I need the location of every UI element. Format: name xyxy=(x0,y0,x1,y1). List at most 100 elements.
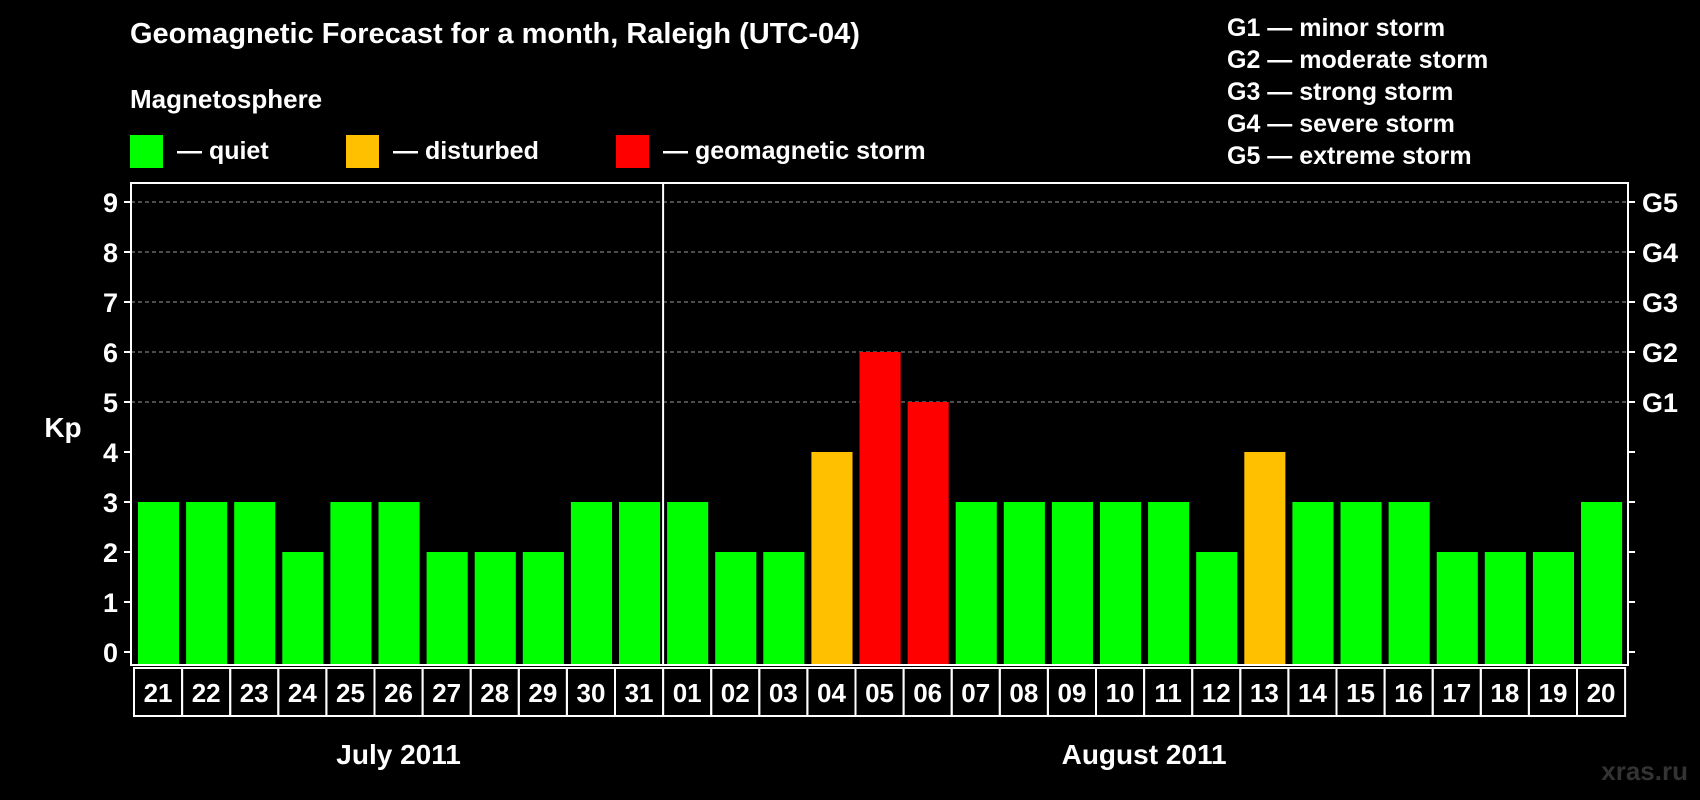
legend-item-quiet: — quiet xyxy=(130,134,269,168)
y-tick-label-4: 4 xyxy=(103,438,118,468)
x-tick-label-27: 27 xyxy=(432,678,461,708)
bar-28 xyxy=(474,552,516,664)
bar-02 xyxy=(715,552,757,664)
x-tick-label-08: 08 xyxy=(1009,678,1038,708)
y-axis-label: Kp xyxy=(44,412,81,443)
x-tick-label-07: 07 xyxy=(961,678,990,708)
storm-scale-g5: G5 — extreme storm xyxy=(1227,142,1472,170)
x-tick-label-26: 26 xyxy=(384,678,413,708)
legend-item-storm: — geomagnetic storm xyxy=(616,134,926,168)
right-tick-label-G1: G1 xyxy=(1642,388,1678,418)
bar-26 xyxy=(378,502,420,664)
chart-subtitle: Magnetosphere xyxy=(130,84,323,114)
right-tick-label-G3: G3 xyxy=(1642,288,1678,318)
right-tick-label-G5: G5 xyxy=(1642,188,1678,218)
bar-25 xyxy=(330,502,372,664)
y-tick-label-3: 3 xyxy=(103,488,118,518)
y-tick-label-6: 6 xyxy=(103,338,118,368)
legend-label-storm: — geomagnetic storm xyxy=(663,136,926,165)
bar-12 xyxy=(1196,552,1238,664)
x-tick-label-23: 23 xyxy=(240,678,269,708)
legend-swatch-disturbed xyxy=(346,134,379,168)
bar-03 xyxy=(763,552,805,664)
y-tick-label-2: 2 xyxy=(103,538,118,568)
bar-07 xyxy=(955,502,997,664)
x-tick-label-31: 31 xyxy=(625,678,654,708)
plot-frame xyxy=(130,182,1629,666)
bar-22 xyxy=(186,502,228,664)
x-cell-20 xyxy=(1576,667,1627,717)
bar-06 xyxy=(907,402,949,664)
bar-18 xyxy=(1484,552,1526,664)
x-tick-label-03: 03 xyxy=(769,678,798,708)
bar-14 xyxy=(1292,502,1334,664)
bar-08 xyxy=(1003,502,1045,664)
bar-24 xyxy=(282,552,324,664)
x-tick-label-04: 04 xyxy=(817,678,846,708)
legend-label-disturbed: — disturbed xyxy=(393,136,539,165)
x-tick-label-28: 28 xyxy=(480,678,509,708)
bar-29 xyxy=(522,552,564,664)
bar-13 xyxy=(1244,452,1286,664)
bar-16 xyxy=(1388,502,1430,664)
y-tick-label-5: 5 xyxy=(103,388,118,418)
x-tick-label-25: 25 xyxy=(336,678,365,708)
x-tick-label-16: 16 xyxy=(1394,678,1423,708)
x-tick-label-21: 21 xyxy=(144,678,173,708)
x-tick-label-11: 11 xyxy=(1154,678,1182,708)
chart-title: Geomagnetic Forecast for a month, Raleig… xyxy=(130,18,860,50)
storm-scale-g2: G2 — moderate storm xyxy=(1227,46,1489,74)
x-tick-label-10: 10 xyxy=(1106,678,1135,708)
bar-30 xyxy=(570,502,612,664)
x-tick-label-14: 14 xyxy=(1298,678,1327,708)
x-tick-label-15: 15 xyxy=(1346,678,1375,708)
bar-11 xyxy=(1148,502,1190,664)
x-tick-label-13: 13 xyxy=(1250,678,1279,708)
legend-item-disturbed: — disturbed xyxy=(346,134,539,168)
bar-21 xyxy=(138,502,180,664)
x-tick-label-18: 18 xyxy=(1490,678,1519,708)
x-tick-label-22: 22 xyxy=(192,678,221,708)
storm-scale-list: G1 — minor storm G2 — moderate storm G3 … xyxy=(1227,12,1488,172)
x-tick-label-05: 05 xyxy=(865,678,894,708)
right-tick-label-G2: G2 xyxy=(1642,338,1678,368)
x-tick-label-12: 12 xyxy=(1202,678,1231,708)
y-tick-label-7: 7 xyxy=(103,288,118,318)
x-tick-label-24: 24 xyxy=(288,678,317,708)
x-tick-label-06: 06 xyxy=(913,678,942,708)
x-tick-label-01: 01 xyxy=(673,678,702,708)
bar-17 xyxy=(1436,552,1478,664)
bar-10 xyxy=(1100,502,1142,664)
bar-01 xyxy=(667,502,709,664)
bar-04 xyxy=(811,452,853,664)
x-tick-label-29: 29 xyxy=(528,678,557,708)
x-tick-label-19: 19 xyxy=(1538,678,1567,708)
bar-05 xyxy=(859,352,901,664)
x-tick-label-02: 02 xyxy=(721,678,750,708)
bar-23 xyxy=(234,502,276,664)
legend-swatch-storm xyxy=(616,134,649,168)
bar-31 xyxy=(619,502,661,664)
storm-scale-g1: G1 — minor storm xyxy=(1227,14,1446,42)
y-tick-label-1: 1 xyxy=(103,588,118,618)
storm-scale-g4: G4 — severe storm xyxy=(1227,110,1455,138)
x-tick-label-09: 09 xyxy=(1057,678,1086,708)
bar-19 xyxy=(1532,552,1574,664)
y-tick-label-9: 9 xyxy=(103,188,118,218)
month-label-july-2011: July 2011 xyxy=(336,739,461,770)
legend-swatch-quiet xyxy=(130,134,163,168)
y-tick-label-0: 0 xyxy=(103,638,118,668)
storm-scale-g3: G3 — strong storm xyxy=(1227,78,1454,106)
bar-20 xyxy=(1581,502,1623,664)
bar-09 xyxy=(1051,502,1093,664)
watermark: xras.ru xyxy=(1601,756,1688,786)
month-label-august-2011: August 2011 xyxy=(1062,739,1227,770)
x-tick-label-30: 30 xyxy=(576,678,605,708)
bar-15 xyxy=(1340,502,1382,664)
bar-27 xyxy=(426,552,468,664)
legend-label-quiet: — quiet xyxy=(177,136,269,165)
x-tick-label-20: 20 xyxy=(1587,678,1616,708)
right-tick-label-G4: G4 xyxy=(1642,238,1678,268)
y-tick-label-8: 8 xyxy=(103,238,118,268)
